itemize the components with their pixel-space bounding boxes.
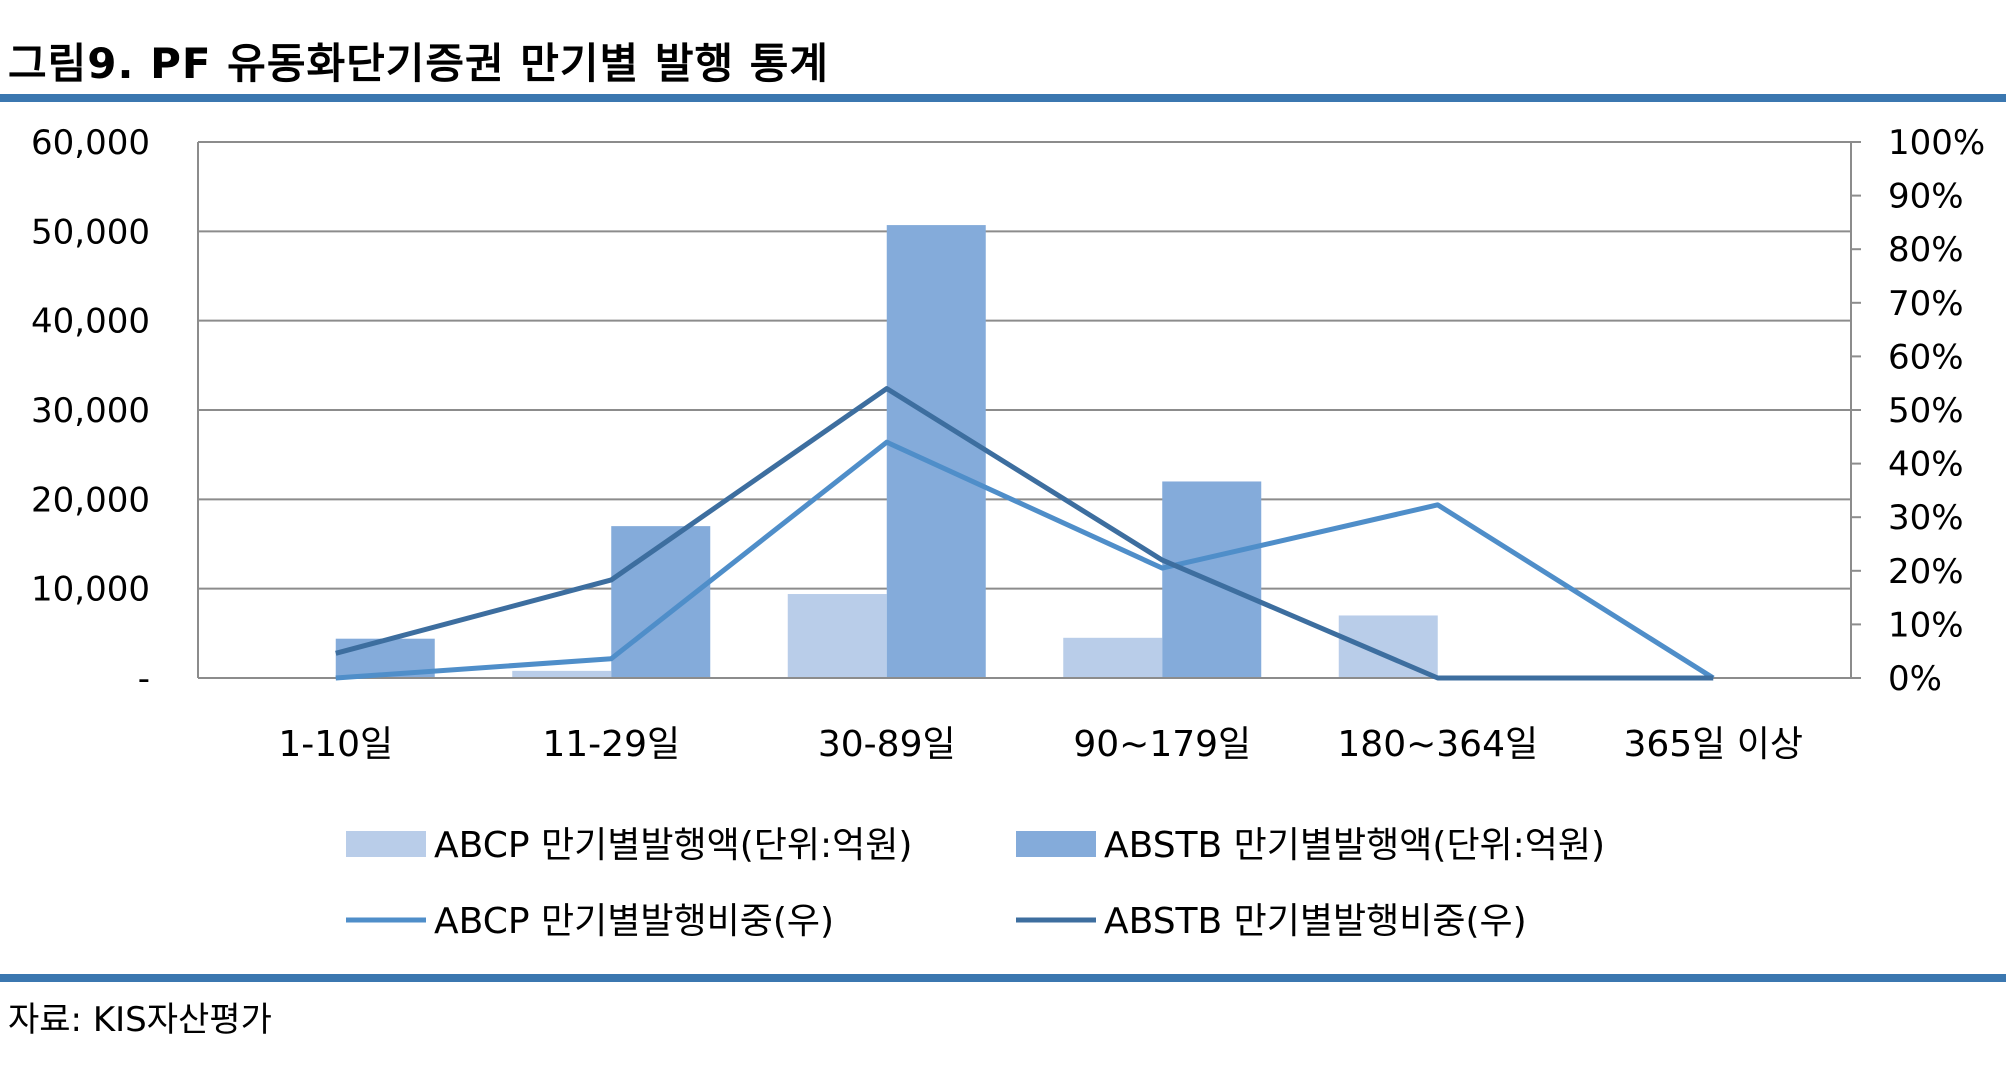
bar-series-1 <box>1063 637 1163 678</box>
bars <box>335 225 1438 678</box>
line-series-1 <box>335 439 1715 681</box>
x-tick-label: 11-29일 <box>542 724 680 765</box>
y-left-tick-label: 20,000 <box>31 480 150 520</box>
legend-label: ABSTB 만기별발행액(단위:억원) <box>1104 825 1605 866</box>
y-left-tick-label: 50,000 <box>31 212 150 252</box>
y-right-tick-label: 100% <box>1888 123 1985 163</box>
y-right-tick-label: 40% <box>1888 445 1964 485</box>
y-left-tick-label: 10,000 <box>31 570 150 610</box>
x-tick-label: 90~179일 <box>1073 724 1251 765</box>
y-left-tick-label: 60,000 <box>31 123 150 163</box>
x-tick-label: 1-10일 <box>278 724 393 765</box>
y-right-tick-label: 10% <box>1888 605 1964 645</box>
y-right-tick-label: 0% <box>1888 659 1942 699</box>
legend-label: ABSTB 만기별발행비중(우) <box>1104 901 1527 942</box>
bar-series-2 <box>611 526 711 678</box>
tick-labels: - 10,000 20,000 30,000 40,000 50,000 60,000 0% 1… <box>31 123 1985 765</box>
legend-label: ABCP 만기별발행비중(우) <box>434 901 834 942</box>
line-series-2 <box>335 386 1714 681</box>
x-tick-label: 365일 이상 <box>1623 724 1803 765</box>
bar-series-1 <box>787 594 887 678</box>
legend: ABCP 만기별발행액(단위:억원) ABSTB 만기별발행액(단위:억원) ABC… <box>346 825 1605 942</box>
y-right-tick-label: 80% <box>1888 230 1964 270</box>
y-right-tick-label: 30% <box>1888 498 1964 538</box>
y-right-tick-label: 60% <box>1888 337 1964 377</box>
chart-title: 그림9. PF 유동화단기증권 만기별 발행 통계 <box>8 39 830 88</box>
series-lines <box>335 386 1715 681</box>
gridlines <box>198 141 1851 590</box>
source-note: 자료: KIS자산평가 <box>8 1000 272 1040</box>
y-right-tick-label: 50% <box>1888 391 1964 431</box>
legend-label: ABCP 만기별발행액(단위:억원) <box>434 825 912 866</box>
y-left-tick-label: 30,000 <box>31 391 150 431</box>
y-left-tick-label: - <box>138 659 150 699</box>
y-left-tick-label: 40,000 <box>31 302 150 342</box>
bar-series-1 <box>1338 615 1438 678</box>
y-right-tick-label: 90% <box>1888 177 1964 217</box>
bar-series-1 <box>512 670 612 678</box>
top-divider <box>0 94 2006 102</box>
x-tick-label: 30-89일 <box>818 724 956 765</box>
bottom-divider <box>0 974 2006 982</box>
legend-swatch <box>346 831 426 857</box>
combo-chart: - 10,000 20,000 30,000 40,000 50,000 60,000 0% 1… <box>31 123 1985 942</box>
legend-swatch <box>1016 831 1096 857</box>
x-tick-label: 180~364일 <box>1337 724 1538 765</box>
y-right-tick-label: 70% <box>1888 284 1964 324</box>
y-right-tick-label: 20% <box>1888 552 1964 592</box>
